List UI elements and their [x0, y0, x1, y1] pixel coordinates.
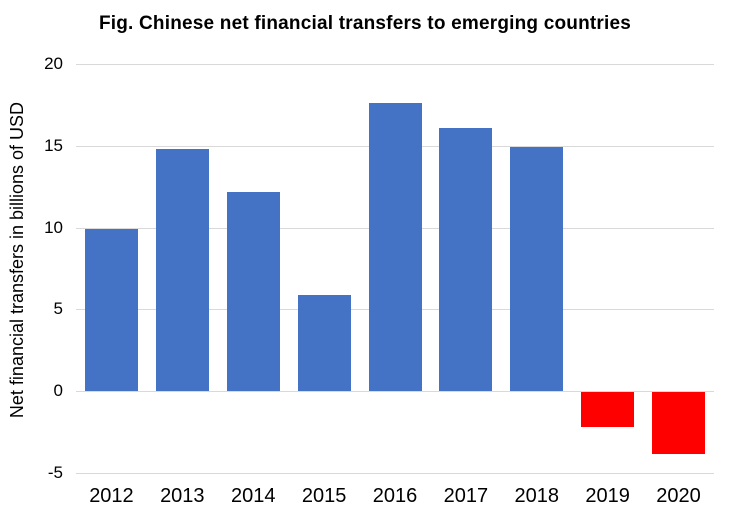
- chart-title: Fig. Chinese net financial transfers to …: [98, 13, 632, 34]
- y-tick-label: 15: [44, 135, 63, 155]
- x-axis-label: 2019: [585, 485, 630, 507]
- x-axis-label: 2016: [372, 485, 418, 507]
- bar: [155, 149, 209, 392]
- x-axis-label: 2013: [160, 485, 205, 507]
- plot-area: [76, 64, 714, 474]
- x-axis-label: 2017: [443, 485, 489, 507]
- y-tick-label: -5: [47, 463, 63, 482]
- y-tick-label: 10: [44, 217, 63, 237]
- y-axis-tick-labels: 20 15 10 5 0 -5: [0, 0, 63, 510]
- x-axis-label: 2020: [656, 485, 701, 507]
- x-axis-label: 2012: [89, 485, 134, 507]
- bar: [297, 294, 351, 392]
- bar: [226, 191, 280, 392]
- bar: [652, 392, 706, 455]
- gridline: [76, 473, 714, 474]
- bar: [368, 103, 422, 392]
- gridline: [76, 391, 714, 393]
- y-tick-label: 5: [53, 299, 63, 319]
- x-axis-label: 2014: [230, 485, 276, 507]
- y-tick-label: 20: [44, 54, 63, 73]
- x-axis-labels: 2012 2013 2014 2015 2016 2017 2018 2019 2020: [76, 483, 714, 509]
- bar: [581, 392, 635, 427]
- x-axis-label: 2018: [514, 485, 560, 507]
- bar: [84, 229, 138, 392]
- bar: [439, 127, 493, 392]
- y-tick-label: 0: [53, 381, 63, 401]
- gridline: [76, 64, 714, 65]
- x-axis-label: 2015: [301, 485, 347, 507]
- bar: [510, 147, 564, 392]
